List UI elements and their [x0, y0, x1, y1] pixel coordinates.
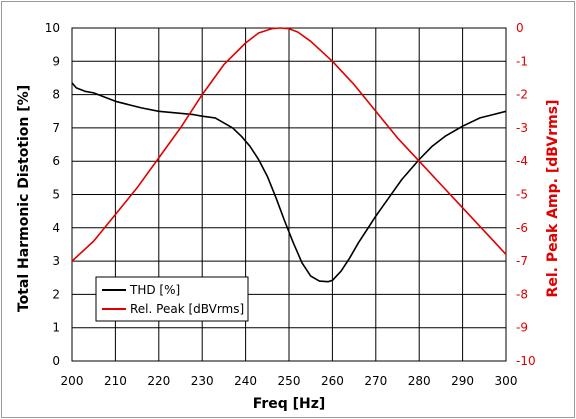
x-tick-label: 230 [191, 374, 214, 388]
y-left-tick-label: 10 [45, 21, 60, 35]
y-right-tick-label: -10 [516, 354, 536, 368]
y-right-tick-labels: -10-9-8-7-6-5-4-3-2-10 [516, 21, 536, 368]
y-right-tick-label: -8 [516, 287, 528, 301]
legend-label-thd: THD [%] [129, 283, 180, 297]
y-left-tick-label: 4 [52, 221, 60, 235]
series-lines [71, 27, 507, 283]
y-right-tick-label: -9 [516, 321, 528, 335]
y-left-tick-label: 0 [52, 354, 60, 368]
x-tick-label: 300 [495, 374, 518, 388]
y-left-tick-label: 2 [52, 287, 60, 301]
y-right-tick-label: -4 [516, 154, 528, 168]
legend-label-rel-peak: Rel. Peak [dBVrms] [130, 302, 244, 316]
x-tick-label: 260 [321, 374, 344, 388]
x-tick-label: 200 [61, 374, 84, 388]
x-tick-label: 270 [364, 374, 387, 388]
x-tick-labels: 200 210 220 230 240 250 260 270 280 290 300 [61, 374, 518, 388]
legend: THD [%] Rel. Peak [dBVrms] [95, 276, 249, 322]
y-right-tick-label: -3 [516, 121, 528, 135]
y-right-tick-label: -7 [516, 254, 528, 268]
x-tick-label: 250 [278, 374, 301, 388]
y-left-tick-label: 5 [52, 188, 60, 202]
y-left-tick-label: 3 [52, 254, 60, 268]
y-right-tick-label: -6 [516, 221, 528, 235]
y-right-axis-title: Rel. Peak Amp. [dBVrms] [545, 100, 561, 298]
x-axis-title: Freq [Hz] [253, 396, 326, 412]
x-tick-label: 290 [451, 374, 474, 388]
x-tick-label: 240 [234, 374, 257, 388]
y-left-tick-labels: 0 1 2 3 4 5 6 7 8 9 10 [45, 21, 60, 368]
series-line-rel-peak [71, 27, 507, 262]
y-left-tick-label: 9 [52, 54, 60, 68]
y-left-tick-label: 1 [52, 321, 60, 335]
y-left-tick-label: 7 [52, 121, 60, 135]
legend-box [95, 276, 249, 322]
series-line-thd [71, 82, 507, 283]
x-tick-label: 220 [147, 374, 170, 388]
y-left-tick-label: 6 [52, 154, 60, 168]
y-right-tick-label: -1 [516, 54, 528, 68]
x-tick-label: 280 [408, 374, 431, 388]
y-left-axis-title: Total Harmonic Distotion [%] [16, 85, 32, 312]
y-right-tick-label: -5 [516, 188, 528, 202]
x-tick-label: 210 [104, 374, 127, 388]
y-right-tick-label: 0 [516, 21, 524, 35]
y-right-tick-label: -2 [516, 88, 528, 102]
y-left-tick-label: 8 [52, 88, 60, 102]
